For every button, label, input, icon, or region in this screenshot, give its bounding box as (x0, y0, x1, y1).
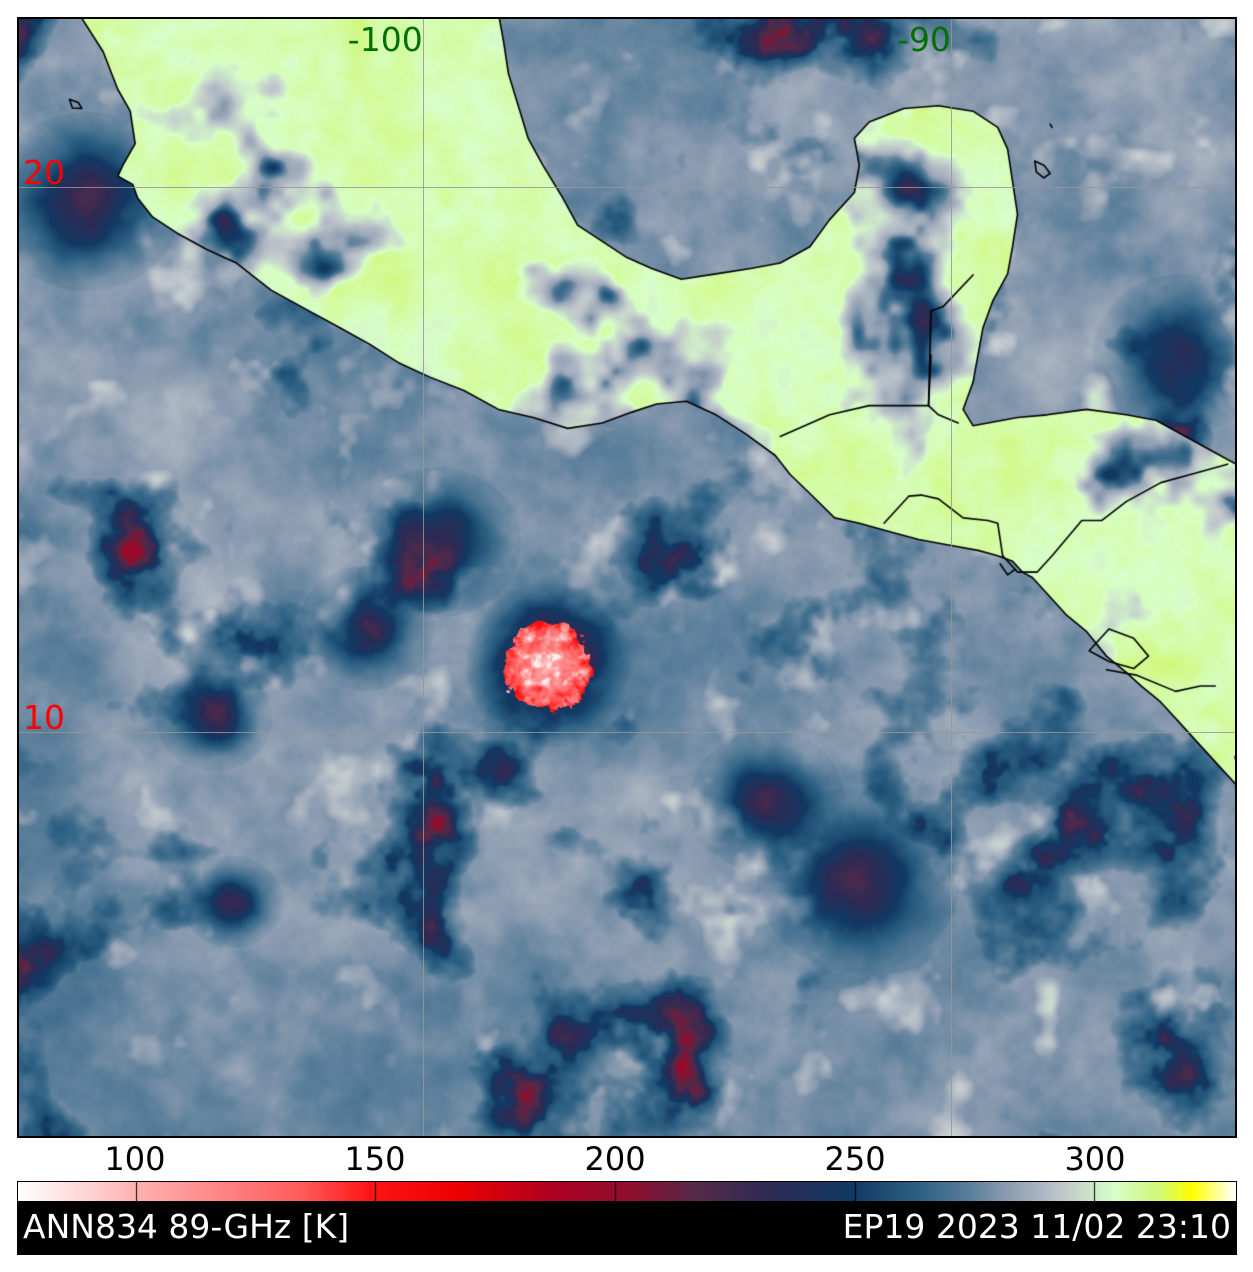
map-panel[interactable]: -100 -90 20 10 (17, 17, 1237, 1138)
footer-bar: ANN834 89-GHz [K] EP19 2023 11/02 23:10 (17, 1202, 1237, 1255)
colorbar-tick-200: 200 (584, 1140, 646, 1178)
colorbar-tick-250: 250 (824, 1140, 886, 1178)
latitude-label-10: 10 (23, 697, 65, 737)
longitude-label--90: -90 (897, 20, 951, 59)
brightness-temperature-raster[interactable] (19, 19, 1235, 1136)
storm-timestamp-label: EP19 2023 11/02 23:10 (842, 1207, 1231, 1246)
colorbar[interactable] (17, 1181, 1237, 1202)
colorbar-tick-150: 150 (344, 1140, 406, 1178)
colorbar-tick-labels: 100 150 200 250 300 (17, 1140, 1237, 1181)
colorbar-tick-300: 300 (1064, 1140, 1126, 1178)
latitude-label-20: 20 (23, 153, 65, 193)
longitude-label--100: -100 (347, 20, 423, 59)
colorbar-tick-100: 100 (104, 1140, 166, 1178)
colorbar-gradient (18, 1182, 1236, 1201)
product-label: ANN834 89-GHz [K] (23, 1207, 350, 1246)
